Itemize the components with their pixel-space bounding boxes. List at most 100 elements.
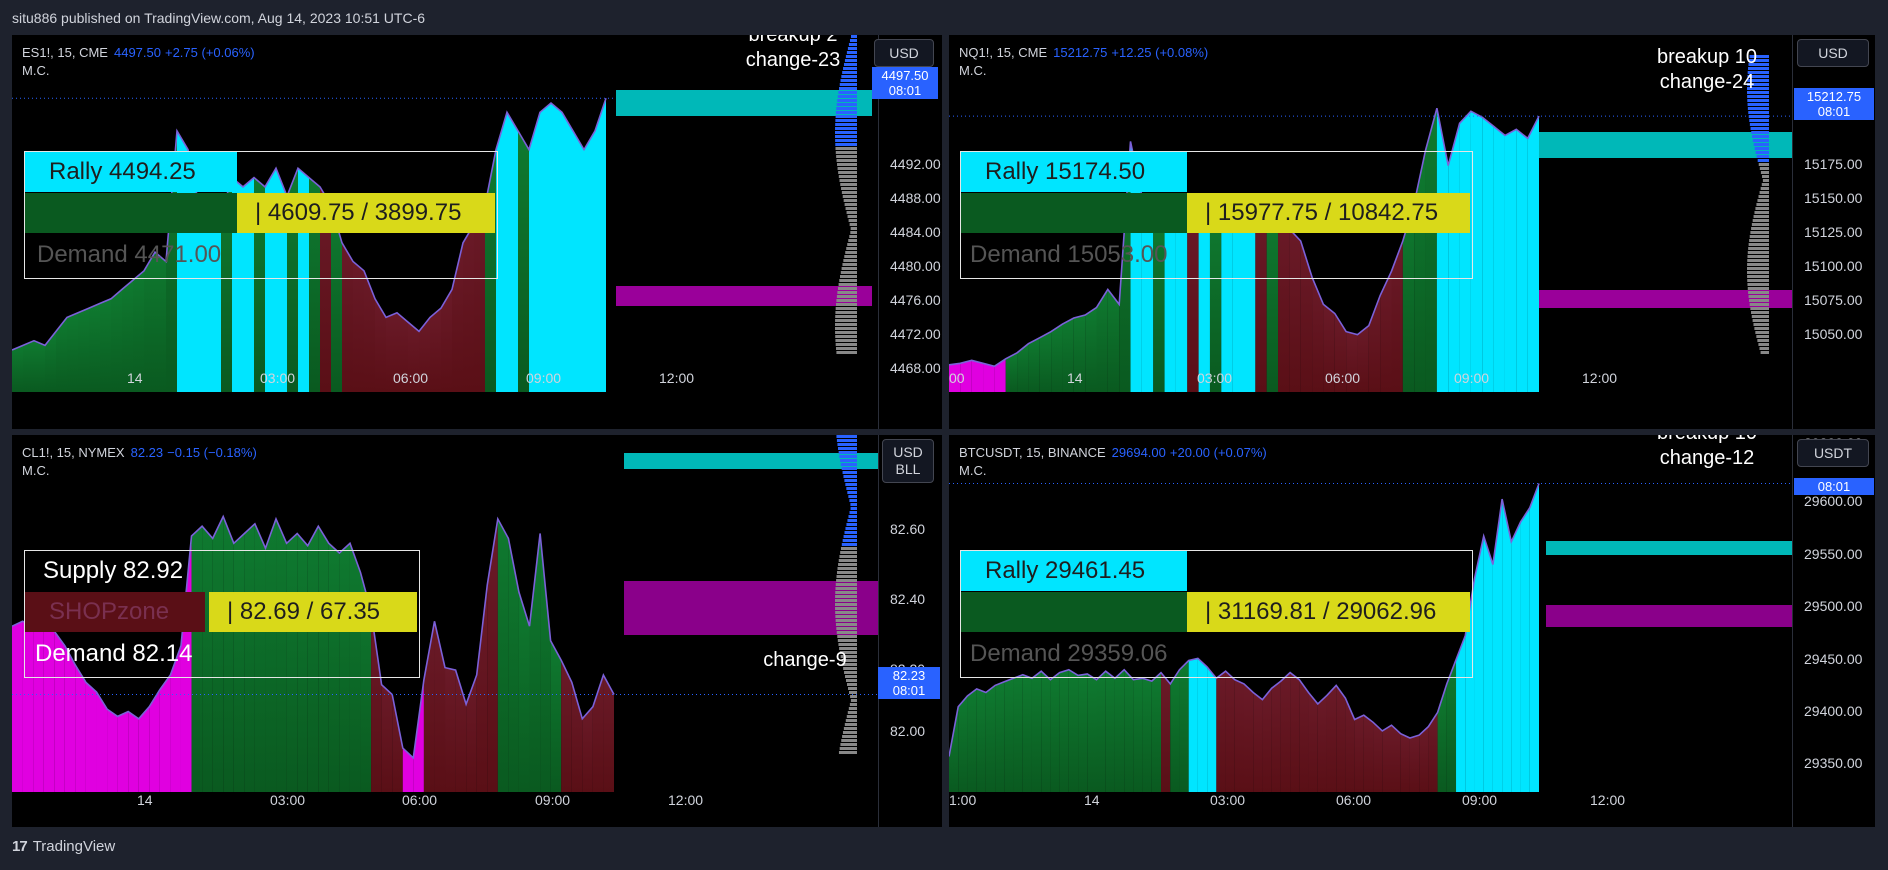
currency-button[interactable]: USD: [874, 39, 934, 67]
symbol-name: NQ1!, 15, CME: [959, 45, 1048, 60]
area-segment: [122, 280, 133, 392]
symbol-legend[interactable]: CL1!, 15, NYMEX 82.23 −0.15 (−0.18%): [22, 445, 257, 460]
volume-profile-bar: [1749, 303, 1769, 306]
area-segment: [985, 685, 996, 792]
volume-profile-bar: [839, 651, 857, 654]
volume-profile-bar: [841, 739, 857, 742]
breakup-line2: change-23: [745, 49, 841, 71]
area-segment: [1336, 685, 1346, 792]
area-segment: [1096, 671, 1106, 792]
volume-profile-bar: [835, 607, 857, 610]
volume-profile-bar: [842, 71, 857, 74]
area-segment: [1005, 352, 1018, 392]
y-tick-label: 15125.00: [1804, 224, 1863, 240]
area-segment: [1028, 337, 1040, 392]
area-segment: [371, 611, 382, 792]
area-segment: [434, 621, 446, 792]
x-tick-label: 09:00: [526, 370, 562, 386]
price-axis[interactable]: [878, 435, 942, 827]
volume-profile-bar: [850, 507, 857, 510]
volume-profile-bar: [835, 603, 857, 606]
chart-panel-nq[interactable]: Rally 15174.50 | 15977.75 / 10842.75 Dem…: [949, 35, 1875, 429]
x-tick-label: 09:00: [1462, 792, 1498, 808]
volume-profile-bar: [1749, 55, 1769, 58]
volume-profile-bar: [846, 247, 857, 250]
area-segment: [149, 689, 160, 792]
price-axis[interactable]: [1792, 435, 1875, 827]
volume-profile-bar: [835, 135, 857, 138]
indicator-label[interactable]: M.C.: [22, 463, 50, 478]
indicator-label[interactable]: M.C.: [22, 63, 50, 78]
area-segment: [100, 298, 111, 392]
area-segment: [592, 674, 604, 792]
symbol-legend[interactable]: ES1!, 15, CME 4497.50 +2.75 (+0.06%): [22, 45, 255, 60]
area-segment: [603, 674, 614, 792]
volume-profile-bar: [835, 139, 857, 142]
indicator-label[interactable]: M.C.: [959, 463, 987, 478]
volume-profile-bar: [846, 715, 857, 718]
area-segment: [1278, 212, 1290, 392]
chart-panel-cl[interactable]: Supply 82.92 SHOPzone | 82.69 / 67.35 De…: [12, 435, 942, 827]
area-segment: [1187, 207, 1199, 392]
volume-profile-bar: [835, 591, 857, 594]
area-segment: [1345, 698, 1355, 792]
currency-button[interactable]: USDT: [1797, 439, 1869, 467]
zone-box: [960, 550, 1473, 678]
indicator-label[interactable]: M.C.: [959, 63, 987, 78]
volume-profile-bar: [1747, 283, 1769, 286]
price-axis[interactable]: [878, 35, 942, 429]
area-segment: [1290, 672, 1300, 792]
volume-profile-bar: [842, 731, 857, 734]
area-segment: [1133, 678, 1143, 792]
volume-profile-bar: [1755, 151, 1769, 154]
volume-profile-bar: [1755, 331, 1769, 334]
area-segment: [1153, 203, 1165, 392]
area-segment: [550, 640, 562, 792]
volume-profile-bar: [1757, 339, 1769, 342]
y-tick-label: 29450.00: [1804, 651, 1863, 667]
volume-profile-bar: [837, 95, 857, 98]
area-segment: [976, 688, 986, 792]
volume-profile-bar: [1747, 75, 1769, 78]
last-price: 15212.75: [1053, 45, 1108, 60]
area-segment: [1179, 660, 1189, 792]
volume-profile-bar: [849, 691, 857, 694]
area-segment: [34, 340, 45, 392]
volume-profile-bar: [1747, 71, 1769, 74]
area-segment: [1078, 673, 1088, 792]
shopzone-label: SHOPzone: [25, 592, 205, 632]
currency-button[interactable]: USD BLL: [882, 439, 934, 483]
volume-profile-bar: [835, 327, 857, 330]
symbol-legend[interactable]: NQ1!, 15, CME 15212.75 +12.25 (+0.08%): [959, 45, 1208, 60]
volume-profile-bar: [1748, 291, 1769, 294]
volume-profile-bar: [835, 595, 857, 598]
price-tag-time: 08:01: [888, 83, 922, 98]
volume-profile-bar: [1754, 147, 1769, 150]
x-tick-label: 03:00: [1197, 370, 1233, 386]
y-tick-label: 15100.00: [1804, 258, 1863, 274]
area-segment: [244, 523, 255, 792]
x-tick-label: 03:00: [260, 370, 296, 386]
area-segment: [1170, 669, 1180, 792]
volume-profile-bar: [837, 287, 857, 290]
chart-panel-btc[interactable]: Rally 29461.45 | 31169.81 / 29062.96 Dem…: [949, 435, 1875, 827]
volume-profile-bar: [1748, 247, 1769, 250]
footer-brand[interactable]: TradingView: [32, 838, 116, 855]
volume-profile-bar: [835, 335, 857, 338]
volume-profile-bar: [845, 483, 857, 486]
volume-profile-bar: [836, 303, 857, 306]
area-segment: [133, 270, 144, 392]
currency-button[interactable]: USD: [1797, 39, 1869, 67]
area-segment: [1039, 331, 1052, 392]
area-segment: [1188, 658, 1198, 792]
area-segment: [1234, 679, 1244, 792]
area-segment: [320, 186, 331, 392]
volume-profile-bar: [846, 487, 857, 490]
symbol-legend[interactable]: BTCUSDT, 15, BINANCE 29694.00 +20.00 (+0.0…: [959, 445, 1267, 460]
area-segment: [1197, 658, 1208, 792]
volume-profile-bar: [1749, 235, 1769, 238]
volume-profile-bar: [837, 567, 857, 570]
volume-profile-bar: [1758, 343, 1769, 346]
volume-profile-bar: [840, 551, 857, 554]
chart-panel-es[interactable]: Rally 4494.25 | 4609.75 / 3899.75 Demand…: [12, 35, 942, 429]
